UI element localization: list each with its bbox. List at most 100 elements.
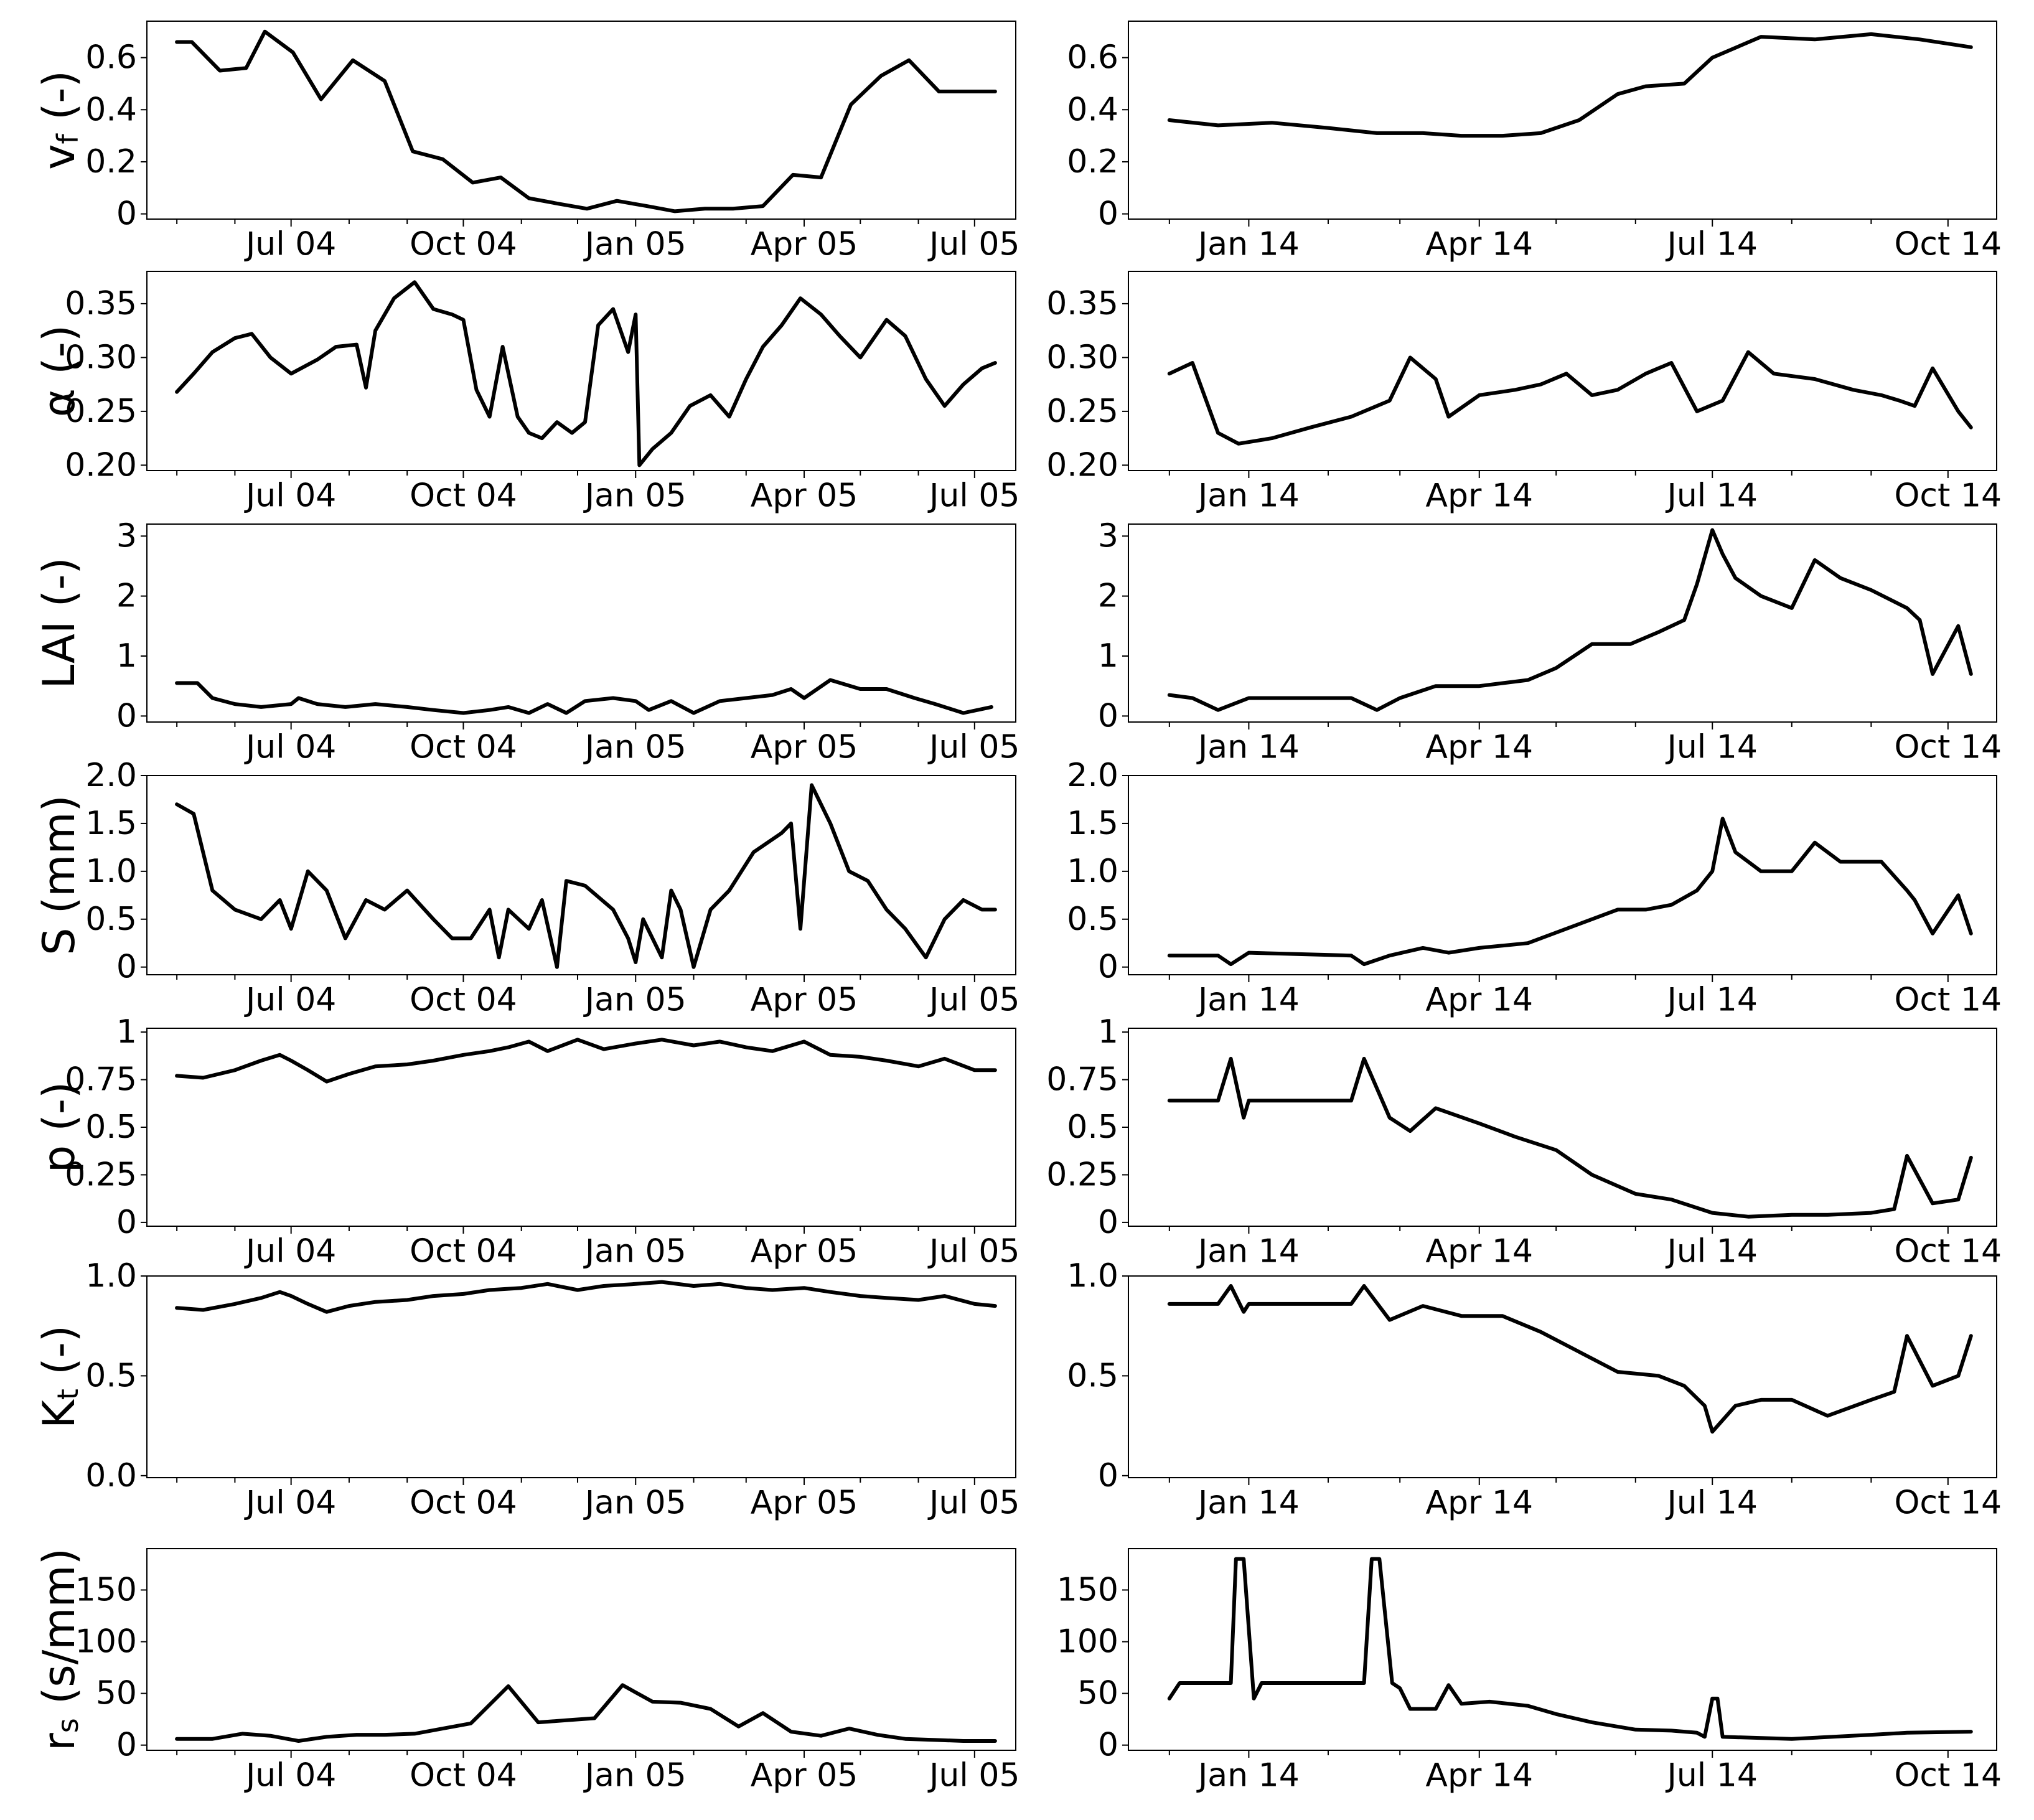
series-line xyxy=(175,1280,997,1314)
x-tick-label: Jan 05 xyxy=(583,982,687,1019)
y-tick-label: 150 xyxy=(1057,1571,1118,1608)
y-tick-label: 0 xyxy=(116,1727,137,1764)
x-tick-label: Jul 14 xyxy=(1666,1757,1758,1794)
y-tick-label: 0 xyxy=(1098,949,1118,986)
series-line xyxy=(1167,817,1973,967)
x-tick-label: Oct 14 xyxy=(1895,477,2002,515)
y-tick-label: 0 xyxy=(116,949,137,986)
y-tick-label: 3 xyxy=(1098,517,1118,555)
x-tick-label: Jul 04 xyxy=(244,1233,336,1270)
axes-frame xyxy=(146,271,1016,471)
y-tick-label: 1 xyxy=(1098,1013,1118,1051)
y-tick-label: 0.5 xyxy=(1067,901,1118,938)
subplot-r0-c0: 0 0.2 0.4 0.6 Jul 04 Oct 04 Jan 05 Apr 05 Jul 05… xyxy=(34,21,1020,263)
x-tick-label: Jan 14 xyxy=(1196,477,1300,515)
subplot-r3-c0: 0 0.5 1.0 1.5 2.0 Jul 04 Oct 04 Jan 05 Apr 05 Jul… xyxy=(34,757,1020,1019)
x-tick-label: Jan 05 xyxy=(583,1233,687,1270)
x-tick-label: Jan 14 xyxy=(1196,1233,1300,1270)
y-tick-label: 0 xyxy=(1098,1457,1118,1494)
x-tick-label: Jan 05 xyxy=(583,477,687,515)
y-tick-label: 0 xyxy=(1098,1204,1118,1241)
axes-frame xyxy=(146,1028,1016,1227)
x-tick-label: Apr 14 xyxy=(1425,1757,1533,1794)
x-tick-label: Apr 05 xyxy=(751,1233,858,1270)
y-axis-label: S (mm) xyxy=(34,795,85,955)
y-tick-label: 0.30 xyxy=(1046,339,1118,376)
y-tick-label: 0.75 xyxy=(1046,1061,1118,1099)
y-axis-label: vf (-) xyxy=(34,70,85,170)
axes-frame xyxy=(146,523,1016,723)
y-tick-label: 0.25 xyxy=(1046,1156,1118,1193)
x-tick-label: Jul 05 xyxy=(927,1757,1019,1794)
y-tick-label: 0 xyxy=(116,195,137,233)
y-tick-label: 0.20 xyxy=(65,446,137,484)
y-axis-label: rs (s/mm) xyxy=(34,1548,85,1751)
x-tick-label: Jul 05 xyxy=(927,982,1019,1019)
subplot-r6-c1: 0 50 100 150 Jan 14 Apr 14 Jul 14 Oct 14 xyxy=(1057,1548,2002,1794)
x-tick-label: Jul 14 xyxy=(1666,477,1758,515)
y-tick-label: 0.25 xyxy=(65,1156,137,1193)
x-tick-label: Oct 14 xyxy=(1895,226,2002,263)
x-tick-label: Jul 04 xyxy=(244,1757,336,1794)
series-line xyxy=(175,678,993,715)
y-tick-label: 1.0 xyxy=(85,1257,137,1295)
y-tick-label: 0 xyxy=(1098,1727,1118,1764)
y-tick-label: 0 xyxy=(116,1204,137,1241)
x-tick-label: Oct 14 xyxy=(1895,1233,2002,1270)
series-line xyxy=(175,280,997,467)
subplot-r1-c0: 0.20 0.25 0.30 0.35 Jul 04 Oct 04 Jan 05 Apr 05… xyxy=(34,271,1020,515)
y-axis-label: p (-) xyxy=(34,1082,85,1173)
y-tick-label: 0 xyxy=(1098,195,1118,233)
x-tick-label: Apr 14 xyxy=(1425,226,1533,263)
y-tick-label: 50 xyxy=(96,1675,137,1712)
y-tick-label: 1.0 xyxy=(1067,1257,1118,1295)
y-tick-label: 1.5 xyxy=(1067,805,1118,842)
y-tick-label: 100 xyxy=(75,1623,137,1661)
y-tick-label: 0.0 xyxy=(85,1457,137,1494)
y-tick-label: 50 xyxy=(1077,1675,1118,1712)
y-tick-label: 0.25 xyxy=(65,393,137,430)
y-tick-label: 0.35 xyxy=(65,285,137,322)
x-tick-label: Jul 14 xyxy=(1666,729,1758,766)
x-tick-label: Apr 05 xyxy=(751,982,858,1019)
y-tick-label: 0.2 xyxy=(1067,143,1118,181)
series-line xyxy=(175,29,997,213)
y-tick-label: 1 xyxy=(116,1013,137,1051)
subplot-r4-c0: 0 0.25 0.5 0.75 1 Jul 04 Oct 04 Jan 05 Apr 05 Jul… xyxy=(34,1013,1020,1270)
y-tick-label: 0.5 xyxy=(85,1357,137,1394)
x-tick-label: Jan 14 xyxy=(1196,1485,1300,1522)
axes-frame xyxy=(146,775,1016,975)
y-tick-label: 0.5 xyxy=(1067,1357,1118,1394)
y-tick-label: 2 xyxy=(1098,578,1118,615)
x-tick-label: Jul 14 xyxy=(1666,1233,1758,1270)
x-tick-label: Apr 05 xyxy=(751,1485,858,1522)
y-tick-label: 0.4 xyxy=(85,91,137,128)
y-tick-label: 1.0 xyxy=(1067,853,1118,890)
subplot-r2-c1: 0 1 2 3 Jan 14 Apr 14 Jul 14 Oct 14 xyxy=(1098,517,2002,766)
subplot-r6-c0: 0 50 100 150 Jul 04 Oct 04 Jan 05 Apr 05 Jul 05 r… xyxy=(34,1548,1020,1794)
y-tick-label: 0.5 xyxy=(1067,1109,1118,1146)
y-tick-label: 0.6 xyxy=(1067,39,1118,77)
series-line xyxy=(175,1683,997,1743)
series-line xyxy=(1167,1056,1973,1219)
x-tick-label: Apr 05 xyxy=(751,226,858,263)
y-axis-label: α (-) xyxy=(34,325,85,417)
y-tick-label: 2 xyxy=(116,578,137,615)
x-tick-label: Jul 04 xyxy=(244,982,336,1019)
x-tick-label: Jan 05 xyxy=(583,226,687,263)
x-tick-label: Oct 04 xyxy=(410,477,517,515)
x-tick-label: Oct 14 xyxy=(1895,1757,2002,1794)
x-tick-label: Jul 04 xyxy=(244,226,336,263)
y-tick-label: 2.0 xyxy=(85,757,137,794)
y-tick-label: 0.75 xyxy=(65,1061,137,1099)
x-tick-label: Jul 04 xyxy=(244,1485,336,1522)
y-tick-label: 2.0 xyxy=(1067,757,1118,794)
y-axis-label: Kt (-) xyxy=(34,1325,85,1428)
x-tick-label: Apr 14 xyxy=(1425,1485,1533,1522)
y-tick-label: 3 xyxy=(116,517,137,555)
subplot-r5-c1: 0 0.5 1.0 Jan 14 Apr 14 Jul 14 Oct 14 xyxy=(1067,1257,2002,1522)
axes-frame xyxy=(1128,271,1997,471)
x-tick-label: Oct 14 xyxy=(1895,1485,2002,1522)
y-tick-label: 0 xyxy=(116,697,137,734)
x-tick-label: Jul 14 xyxy=(1666,982,1758,1019)
